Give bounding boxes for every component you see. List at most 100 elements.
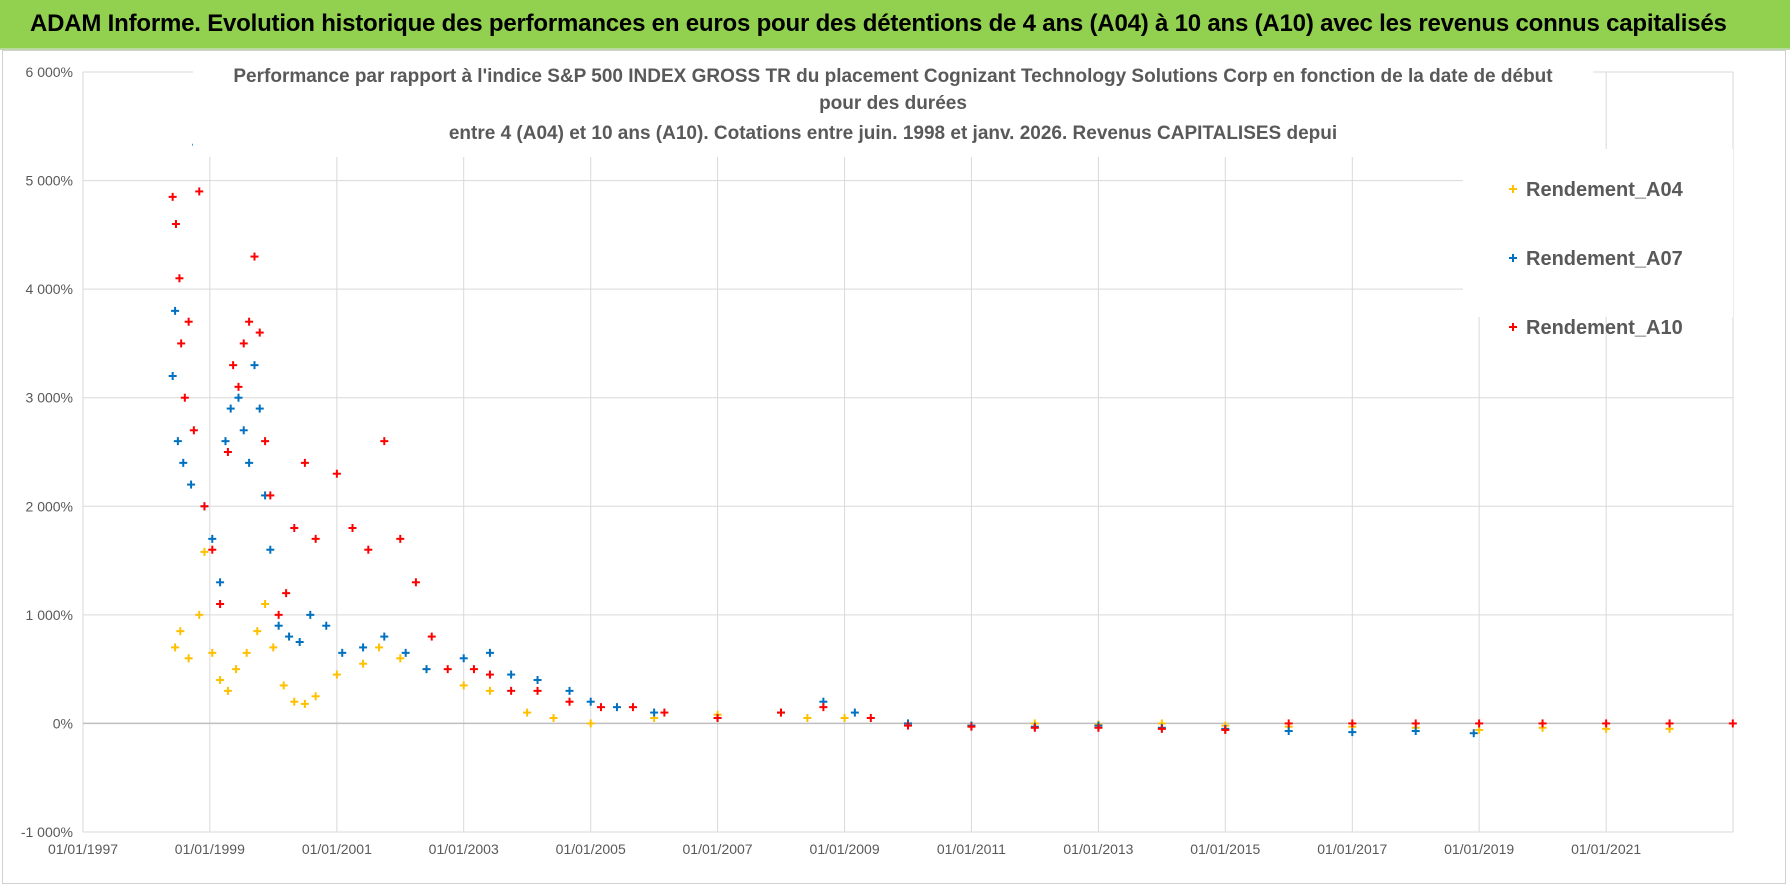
report-banner: ADAM Informe. Evolution historique des p…: [0, 0, 1790, 50]
y-tick-label: 0%: [53, 715, 73, 731]
point-rendement-a10: [245, 317, 254, 326]
x-tick-label: 01/01/2007: [683, 841, 753, 857]
point-rendement-a10: [1728, 719, 1737, 728]
point-rendement-a10: [175, 274, 184, 283]
point-rendement-a10: [628, 703, 637, 712]
gridlines: [82, 71, 1734, 833]
point-rendement-a10: [234, 382, 243, 391]
x-tick-label: 01/01/2011: [937, 841, 1006, 857]
x-tick-label: 01/01/2017: [1317, 841, 1387, 857]
point-rendement-a04: [176, 627, 185, 636]
point-rendement-a07: [168, 372, 177, 380]
point-rendement-a07: [612, 703, 621, 712]
point-rendement-a07: [565, 686, 574, 695]
point-rendement-a10: [208, 545, 217, 554]
point-rendement-a04: [300, 699, 309, 708]
point-rendement-a07: [1411, 727, 1420, 736]
point-rendement-a07: [216, 578, 225, 587]
point-rendement-a07: [322, 621, 331, 630]
point-rendement-a10: [274, 610, 283, 619]
point-rendement-a04: [485, 686, 494, 695]
point-rendement-a10: [300, 458, 309, 467]
point-rendement-a10: [485, 670, 494, 679]
point-rendement-a07: [306, 610, 315, 619]
chart-area: Performance par rapport à l'indice S&P 5…: [2, 50, 1786, 884]
point-rendement-a10: [596, 703, 605, 712]
point-rendement-a10: [200, 502, 209, 511]
legend: Rendement_A04 Rendement_A07 Rendement_A10: [1509, 179, 1684, 339]
point-rendement-a04: [242, 648, 251, 657]
point-rendement-a07: [850, 708, 859, 717]
point-rendement-a04: [586, 719, 595, 728]
point-rendement-a10: [533, 686, 542, 695]
chart-title-line-3: entre 4 (A04) et 10 ans (A10). Cotations…: [449, 123, 1337, 144]
point-rendement-a10: [1602, 719, 1611, 728]
x-tick-label: 01/01/1997: [48, 841, 118, 857]
point-rendement-a04: [223, 686, 232, 695]
y-tick-label: 4 000%: [26, 281, 73, 297]
point-rendement-a10: [1030, 723, 1039, 732]
point-rendement-a10: [1538, 719, 1547, 728]
point-rendement-a10: [1348, 719, 1357, 728]
point-rendement-a10: [1157, 724, 1166, 733]
point-rendement-a10: [168, 192, 177, 201]
point-rendement-a10: [290, 524, 299, 532]
point-rendement-a07: [485, 648, 494, 657]
point-rendement-a07: [179, 458, 188, 467]
point-rendement-a07: [226, 404, 235, 413]
point-rendement-a04: [523, 708, 532, 717]
point-rendement-a04: [290, 697, 299, 706]
point-rendement-a10: [565, 697, 574, 706]
legend-background: [1463, 149, 1733, 317]
point-rendement-a10: [660, 708, 669, 717]
point-rendement-a10: [776, 708, 785, 717]
point-rendement-a04: [253, 627, 262, 636]
point-rendement-a07: [234, 393, 243, 402]
y-tick-label: 2 000%: [26, 498, 73, 514]
point-rendement-a10: [713, 714, 722, 722]
point-rendement-a04: [279, 681, 288, 690]
point-rendement-a04: [840, 714, 849, 722]
legend-marker: [1509, 185, 1517, 193]
point-rendement-a07: [1284, 727, 1293, 736]
point-rendement-a04: [803, 714, 812, 722]
point-rendement-a07: [401, 648, 410, 657]
point-rendement-a04: [549, 714, 558, 722]
point-rendement-a10: [967, 722, 976, 731]
point-rendement-a10: [411, 578, 420, 587]
point-rendement-a04: [184, 654, 193, 663]
point-rendement-a07: [274, 621, 283, 630]
axis-labels: -1 000% 0% 1 000% 2 000% 3 000% 4 000% 5 000% 6…: [21, 64, 1642, 857]
legend-label: Rendement_A07: [1526, 248, 1683, 270]
point-rendement-a10: [266, 491, 275, 500]
point-rendement-a10: [177, 339, 186, 348]
point-rendement-a07: [250, 361, 259, 370]
point-rendement-a10: [427, 632, 436, 641]
point-rendement-a10: [904, 721, 912, 730]
y-tick-label: 1 000%: [26, 607, 73, 623]
x-tick-label: 01/01/2001: [302, 841, 372, 857]
point-rendement-a04: [200, 547, 209, 556]
x-tick-label: 01/01/2013: [1063, 841, 1133, 857]
point-rendement-a10: [282, 589, 291, 598]
title-background: [193, 61, 1593, 157]
point-rendement-a07: [338, 648, 347, 657]
point-rendement-a07: [245, 458, 254, 467]
point-rendement-a10: [469, 665, 478, 674]
legend-marker: [1509, 323, 1517, 331]
point-rendement-a10: [311, 534, 320, 543]
point-rendement-a04: [171, 643, 180, 652]
point-rendement-a07: [221, 437, 230, 446]
legend-label: Rendement_A10: [1526, 317, 1683, 339]
point-rendement-a07: [255, 404, 264, 413]
point-rendement-a10: [364, 545, 373, 554]
point-rendement-a10: [866, 714, 875, 722]
point-rendement-a07: [266, 545, 275, 554]
point-rendement-a10: [1411, 719, 1420, 728]
point-rendement-a04: [396, 654, 405, 663]
point-rendement-a10: [348, 524, 357, 532]
point-rendement-a07: [208, 534, 217, 543]
point-rendement-a07: [650, 708, 659, 717]
point-rendement-a07: [171, 306, 180, 315]
point-rendement-a10: [195, 187, 204, 196]
